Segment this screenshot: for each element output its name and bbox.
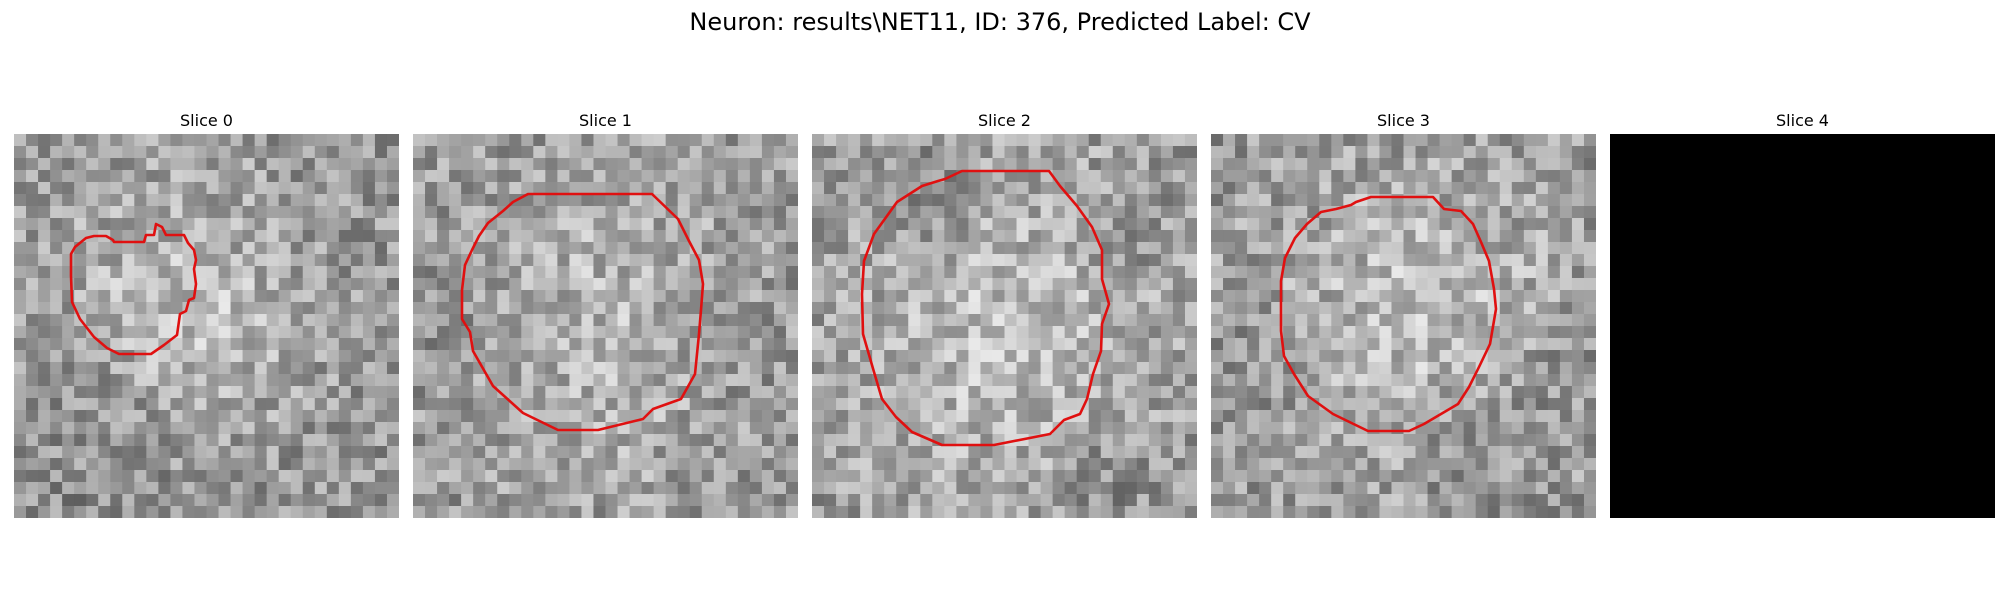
slice-blank xyxy=(1610,134,1995,518)
pixel-grid xyxy=(413,134,798,518)
slice-image xyxy=(413,134,798,518)
slice-title: Slice 0 xyxy=(14,108,399,134)
slice-panel-4: Slice 4 xyxy=(1610,108,1995,518)
slice-panel-1: Slice 1 xyxy=(413,108,798,518)
slice-image xyxy=(1211,134,1596,518)
slice-title: Slice 1 xyxy=(413,108,798,134)
slice-panel-0: Slice 0 xyxy=(14,108,399,518)
slice-image xyxy=(14,134,399,518)
slice-panel-3: Slice 3 xyxy=(1211,108,1596,518)
slice-image xyxy=(812,134,1197,518)
slice-title: Slice 3 xyxy=(1211,108,1596,134)
slice-image xyxy=(1610,134,1995,518)
pixel-grid xyxy=(1211,134,1596,518)
slice-title: Slice 2 xyxy=(812,108,1197,134)
slice-title: Slice 4 xyxy=(1610,108,1995,134)
pixel-grid xyxy=(812,134,1197,518)
pixel-grid xyxy=(14,134,399,518)
figure-title: Neuron: results\NET11, ID: 376, Predicte… xyxy=(0,8,2000,36)
slice-panel-2: Slice 2 xyxy=(812,108,1197,518)
